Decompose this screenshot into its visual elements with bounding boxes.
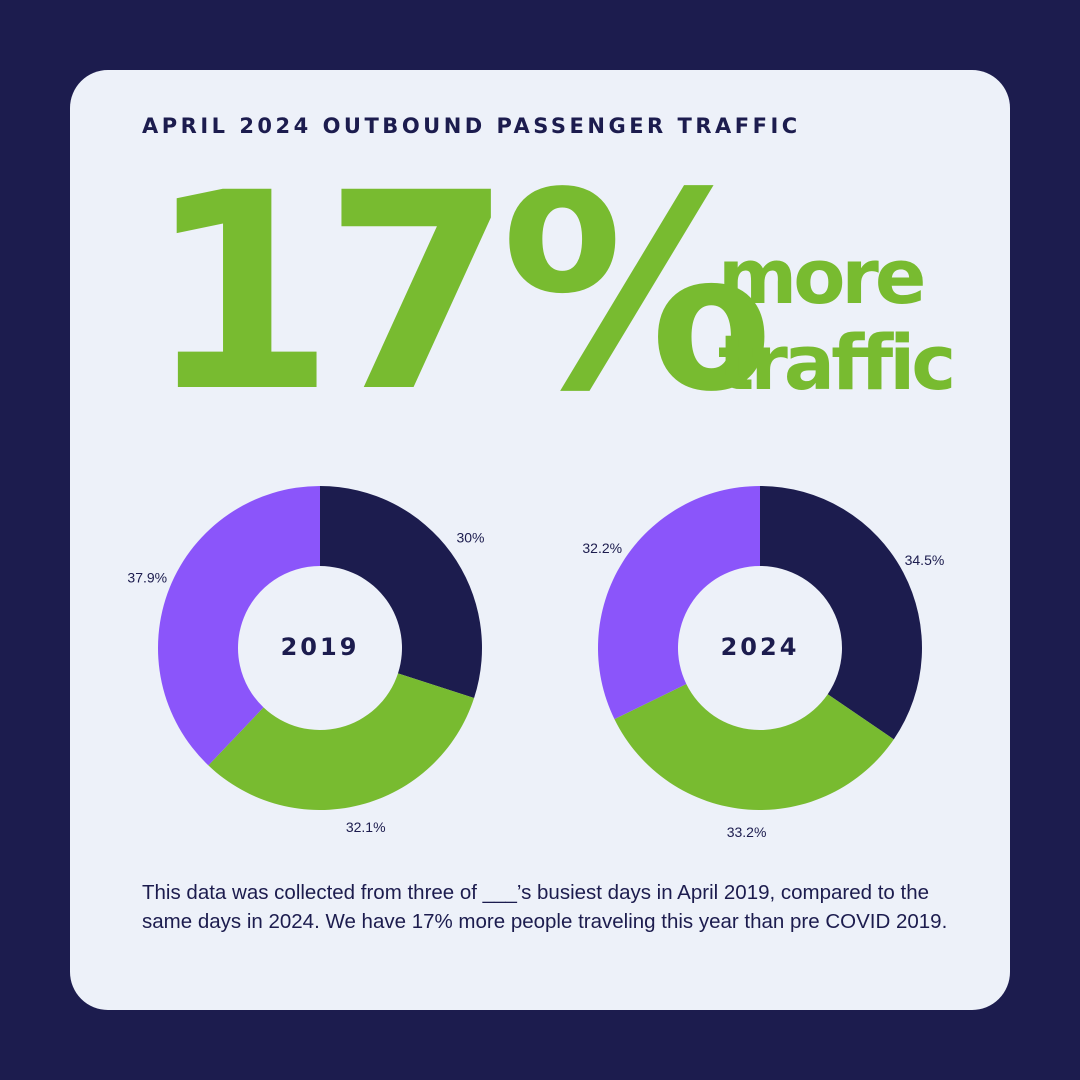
slice-label-2024-2: 32.2% — [582, 540, 622, 556]
slice-label-2024-0: 34.5% — [905, 552, 945, 568]
headline-caption-line2: traffic — [718, 318, 956, 407]
donut-chart-2024: 34.5% 33.2% 32.2% 2024 — [560, 468, 960, 868]
headline-percentage: 17% — [146, 136, 773, 452]
slice-label-2019-2: 37.9% — [127, 570, 167, 586]
slice-label-2019-1: 32.1% — [346, 819, 386, 835]
page-title: APRIL 2024 OUTBOUND PASSENGER TRAFFIC — [142, 114, 801, 138]
donut-slice-2024-2 — [598, 486, 760, 720]
donut-slice-2019-0 — [320, 486, 482, 699]
slice-label-2024-1: 33.2% — [727, 824, 767, 840]
headline-caption-line1: more — [718, 232, 926, 321]
infographic-card: APRIL 2024 OUTBOUND PASSENGER TRAFFIC 17… — [70, 70, 1010, 1010]
donut-center-label-2024: 2024 — [721, 633, 800, 661]
headline-caption: more traffic — [718, 232, 956, 407]
donut-slice-2019-2 — [158, 486, 320, 766]
donut-chart-2019: 30% 32.1% 37.9% 2019 — [120, 468, 520, 868]
donut-center-label-2019: 2019 — [281, 633, 360, 661]
donut-svg-2024: 34.5% 33.2% 32.2% 2024 — [582, 486, 945, 840]
donut-slice-2019-1 — [208, 673, 475, 810]
donut-slice-2024-0 — [760, 486, 922, 740]
donut-svg-2019: 30% 32.1% 37.9% 2019 — [127, 486, 484, 835]
slice-label-2019-0: 30% — [456, 529, 484, 545]
donut-slice-2024-1 — [614, 683, 894, 810]
footnote-text: This data was collected from three of __… — [142, 881, 948, 933]
